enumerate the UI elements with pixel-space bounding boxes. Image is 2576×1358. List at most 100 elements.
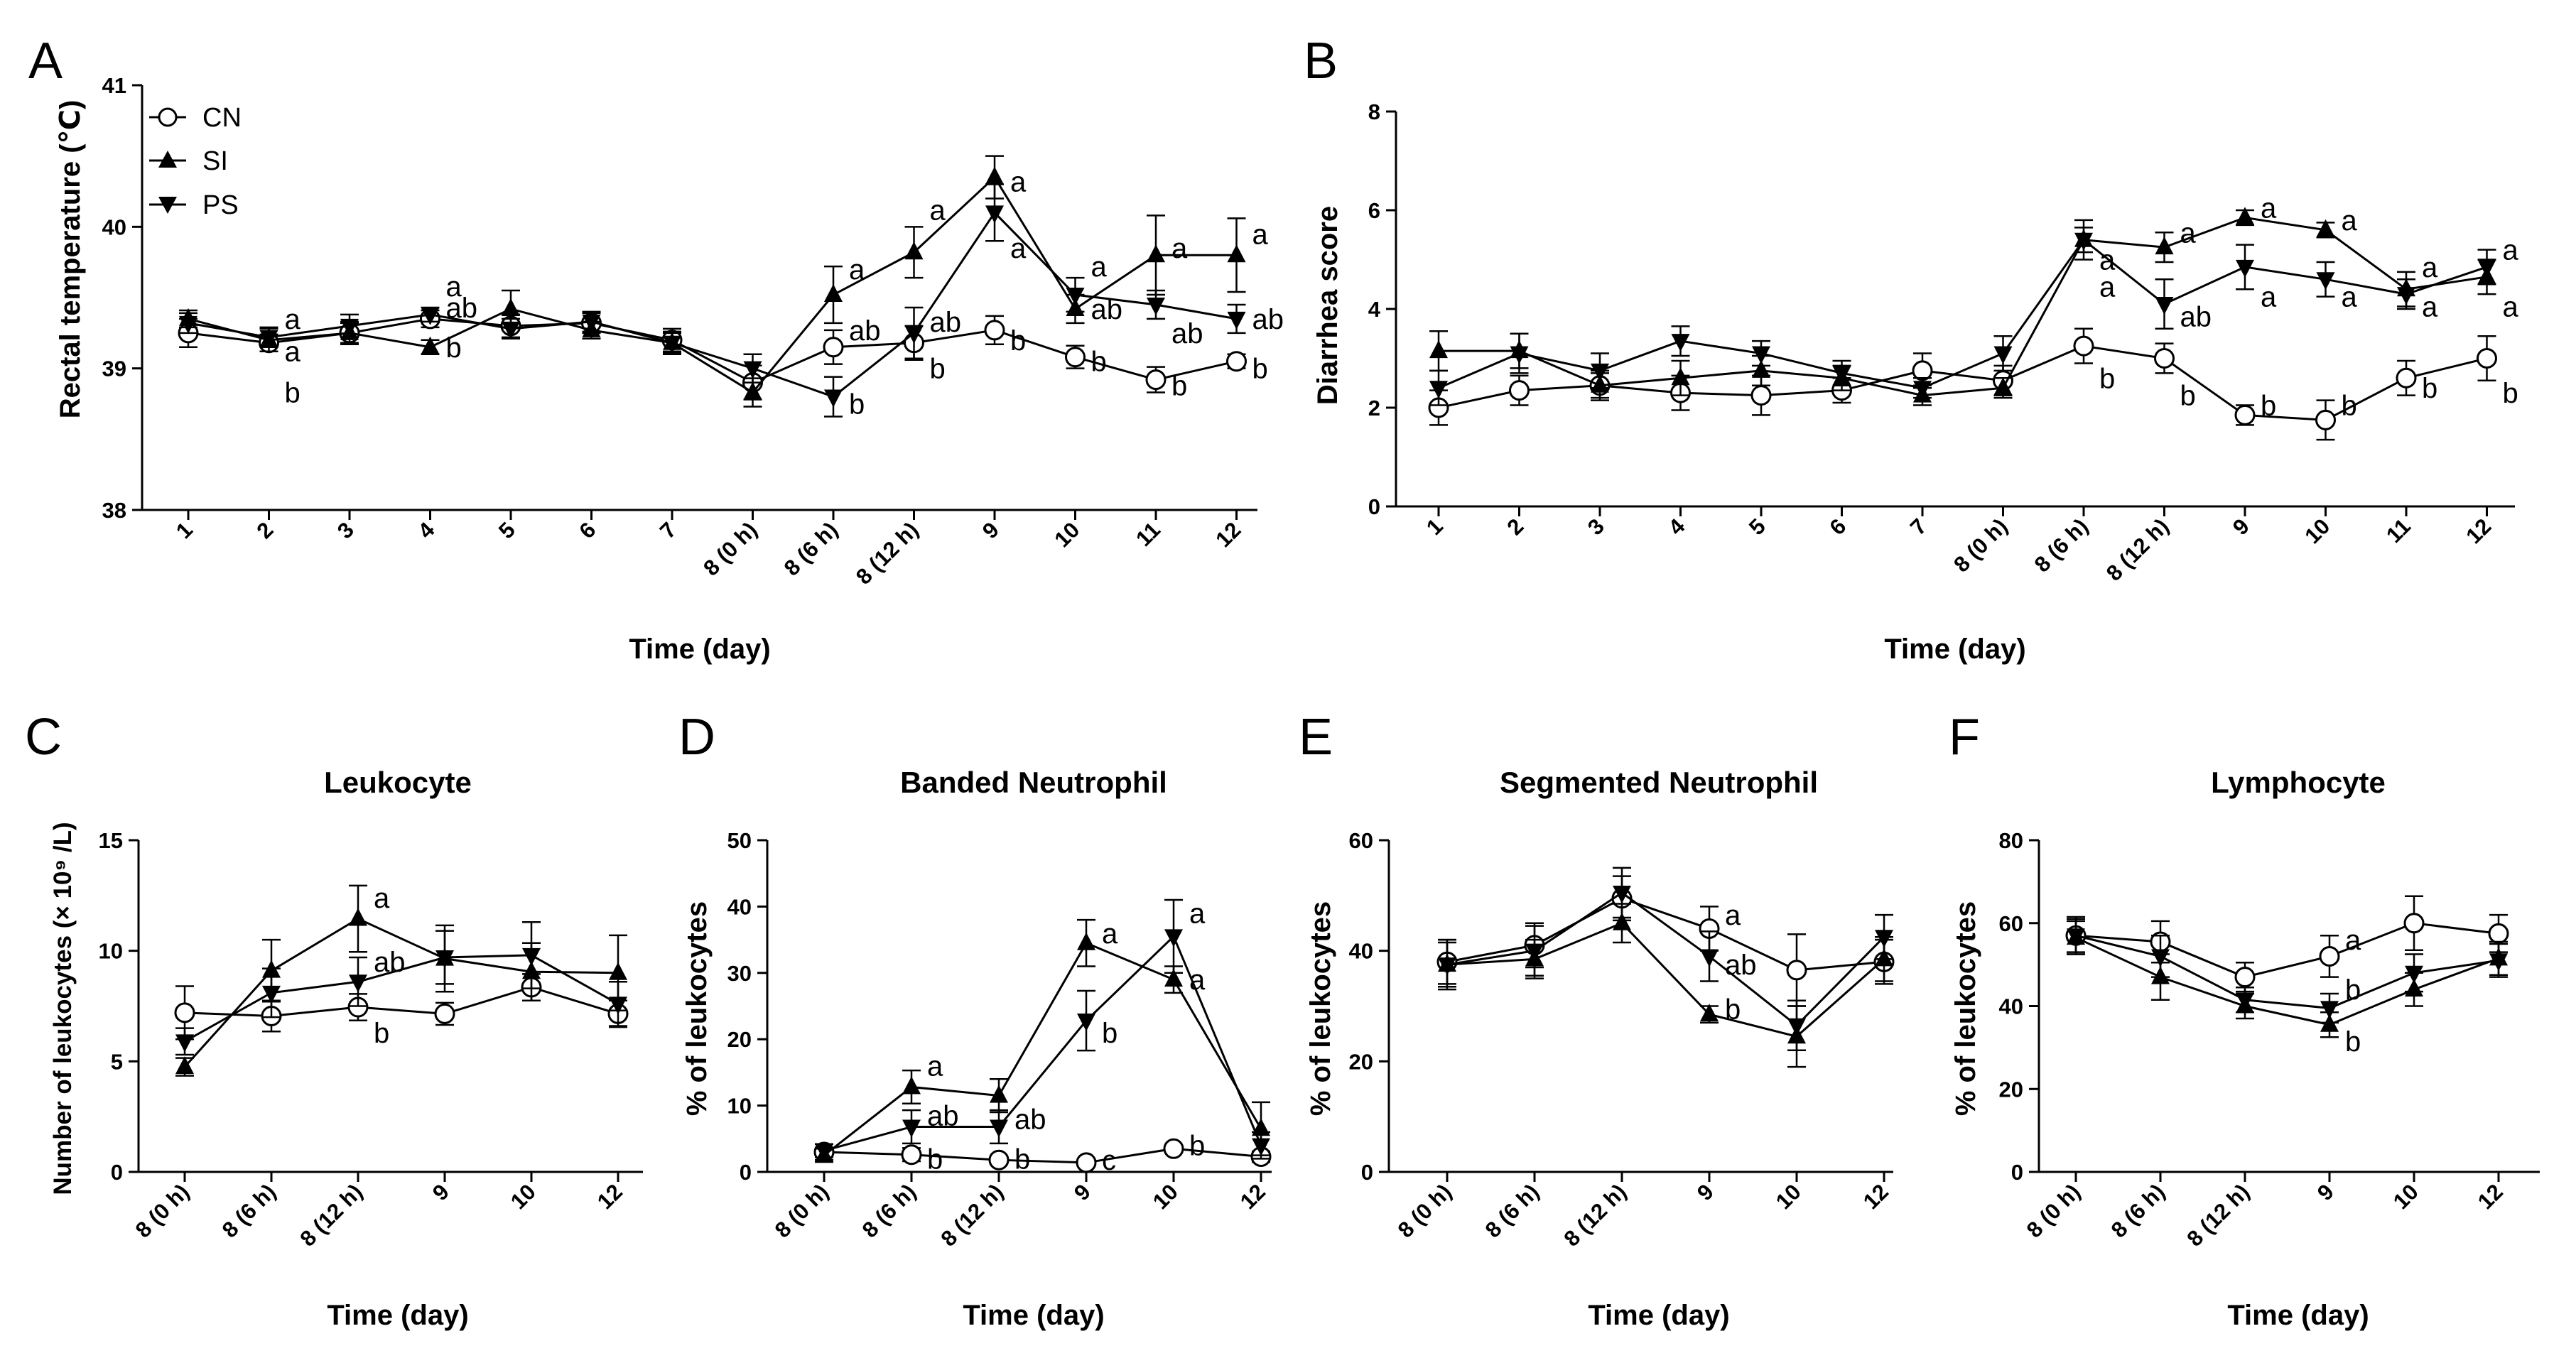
significance-label: b [285, 378, 301, 409]
data-point-ps [902, 1119, 921, 1138]
data-point-si [902, 1076, 921, 1094]
significance-label: a [2503, 292, 2519, 323]
series-ps-b [1429, 219, 2496, 406]
y-tick-label-d: 10 [727, 1094, 752, 1119]
data-point-si [990, 1085, 1008, 1103]
significance-label: a [849, 254, 865, 286]
data-point-si [502, 298, 520, 316]
significance-label: b [1252, 354, 1268, 385]
significance-label: a [285, 337, 301, 368]
significance-label: a [1725, 900, 1741, 931]
legend-item-ps: PS [149, 190, 239, 220]
data-point-cn [988, 1149, 1010, 1170]
series-line-ps [188, 211, 1237, 398]
data-point-ps [663, 335, 681, 354]
data-point-cn [2477, 348, 2497, 369]
data-point-ps [2236, 992, 2254, 1011]
y-tick-label-e: 20 [1349, 1049, 1373, 1074]
significance-label: b [927, 1144, 943, 1175]
significance-label: b [2261, 391, 2276, 422]
y-tick-label-c: 5 [111, 1049, 123, 1074]
significance-label: a [1010, 233, 1027, 264]
legend-label-ps: PS [202, 190, 239, 220]
data-point-ps [522, 947, 541, 966]
data-point-cn [1912, 360, 1933, 381]
series-line-si [188, 175, 1237, 394]
data-point-ps [2405, 965, 2423, 984]
data-point-si [985, 166, 1004, 185]
data-point-cn [174, 1002, 195, 1023]
significance-label: a [2345, 925, 2361, 956]
significance-label: b [2180, 381, 2196, 412]
series-line-cn [1446, 897, 1885, 972]
data-point-ps [1752, 346, 1770, 364]
legend-marker-cn [158, 107, 178, 127]
xlabel-a: Time (day) [629, 634, 770, 665]
data-point-cn [2234, 404, 2256, 425]
data-point-ps [2155, 297, 2174, 315]
significance-label: ab [2180, 301, 2212, 332]
title-e: Segmented Neutrophil [1500, 766, 1818, 799]
data-point-cn [2488, 923, 2509, 944]
data-point-ps [435, 950, 454, 969]
series-line-cn [1438, 344, 2487, 421]
data-point-cn [2315, 409, 2336, 430]
xlabel-c: Time (day) [327, 1300, 468, 1331]
data-point-si [2236, 207, 2254, 225]
significance-label: a [1189, 965, 1206, 996]
data-point-cn [1786, 960, 1807, 981]
data-point-ps [421, 307, 440, 325]
data-point-si [1429, 340, 1448, 359]
xlabel-b: Time (day) [1884, 634, 2025, 665]
significance-label: a [2503, 235, 2519, 266]
data-point-ps [1147, 297, 1165, 315]
significance-label: ab [1725, 950, 1757, 981]
data-point-si [743, 381, 762, 400]
data-point-cn [823, 337, 844, 358]
y-tick-label-c: 15 [99, 828, 123, 853]
significance-label: a [2342, 282, 2358, 313]
ylabel-b: Diarrhea score [1312, 206, 1343, 405]
significance-label: ab [1171, 318, 1203, 349]
significance-label: a [374, 883, 390, 914]
title-c: Leukocyte [324, 766, 472, 799]
series-line-si [823, 941, 1262, 1156]
data-point-si [421, 336, 440, 354]
title-d: Banded Neutrophil [900, 766, 1167, 799]
significance-label: a [930, 195, 946, 226]
data-point-ps [1066, 288, 1085, 306]
significance-label: c [1102, 1145, 1116, 1176]
significance-label: a [2342, 205, 2358, 237]
significance-label: a [2099, 272, 2116, 303]
y-tick-label-d: 40 [727, 894, 752, 919]
series-line-cn [184, 986, 619, 1018]
y-tick-label-d: 20 [727, 1027, 752, 1052]
y-tick-label-b: 2 [1368, 396, 1380, 420]
data-point-si [1147, 244, 1165, 263]
data-point-si [824, 284, 843, 303]
significance-label: a [2422, 252, 2438, 283]
data-point-cn [1145, 369, 1167, 391]
data-point-cn [1065, 347, 1086, 368]
significance-label: ab [446, 293, 478, 324]
y-tick-label-f: 0 [2011, 1160, 2023, 1185]
significance-label: b [2099, 363, 2115, 394]
data-point-ps [582, 314, 601, 332]
data-point-ps [2236, 259, 2254, 278]
significance-label: a [1010, 167, 1027, 198]
series-line-si [2075, 936, 2499, 1026]
data-point-ps [1164, 929, 1183, 947]
data-point-ps [1438, 957, 1456, 976]
significance-label: b [2342, 391, 2357, 422]
data-point-ps [175, 1034, 194, 1053]
data-point-ps [349, 974, 367, 993]
data-point-ps [340, 318, 359, 337]
data-point-ps [2067, 928, 2085, 947]
significance-label: ab [374, 947, 406, 978]
y-tick-label-d: 50 [727, 828, 752, 853]
legend-item-si: SI [149, 146, 228, 176]
y-tick-label-b: 4 [1368, 297, 1381, 322]
data-point-ps [1510, 346, 1529, 364]
y-tick-label-d: 0 [740, 1160, 752, 1185]
data-point-ps [743, 361, 762, 379]
